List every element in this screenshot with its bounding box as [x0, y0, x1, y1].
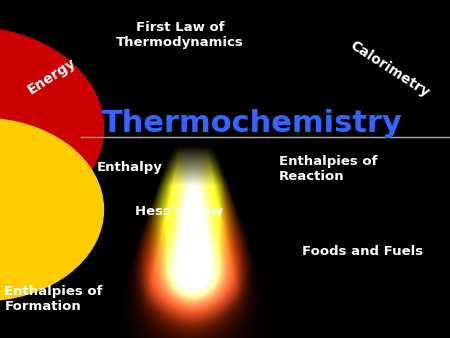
Circle shape — [0, 118, 104, 301]
Text: Energy: Energy — [25, 55, 78, 97]
Text: Hess’s  Law: Hess’s Law — [135, 205, 223, 218]
Text: Thermochemistry: Thermochemistry — [102, 109, 402, 138]
Circle shape — [0, 27, 104, 230]
Text: First Law of
Thermodynamics: First Law of Thermodynamics — [116, 22, 244, 49]
Text: Enthalpies of
Reaction: Enthalpies of Reaction — [279, 155, 378, 183]
Text: Enthalpy: Enthalpy — [97, 161, 162, 174]
Text: Foods and Fuels: Foods and Fuels — [302, 245, 423, 258]
Text: Calorimetry: Calorimetry — [347, 39, 432, 100]
Text: Enthalpies of
Formation: Enthalpies of Formation — [4, 285, 103, 313]
